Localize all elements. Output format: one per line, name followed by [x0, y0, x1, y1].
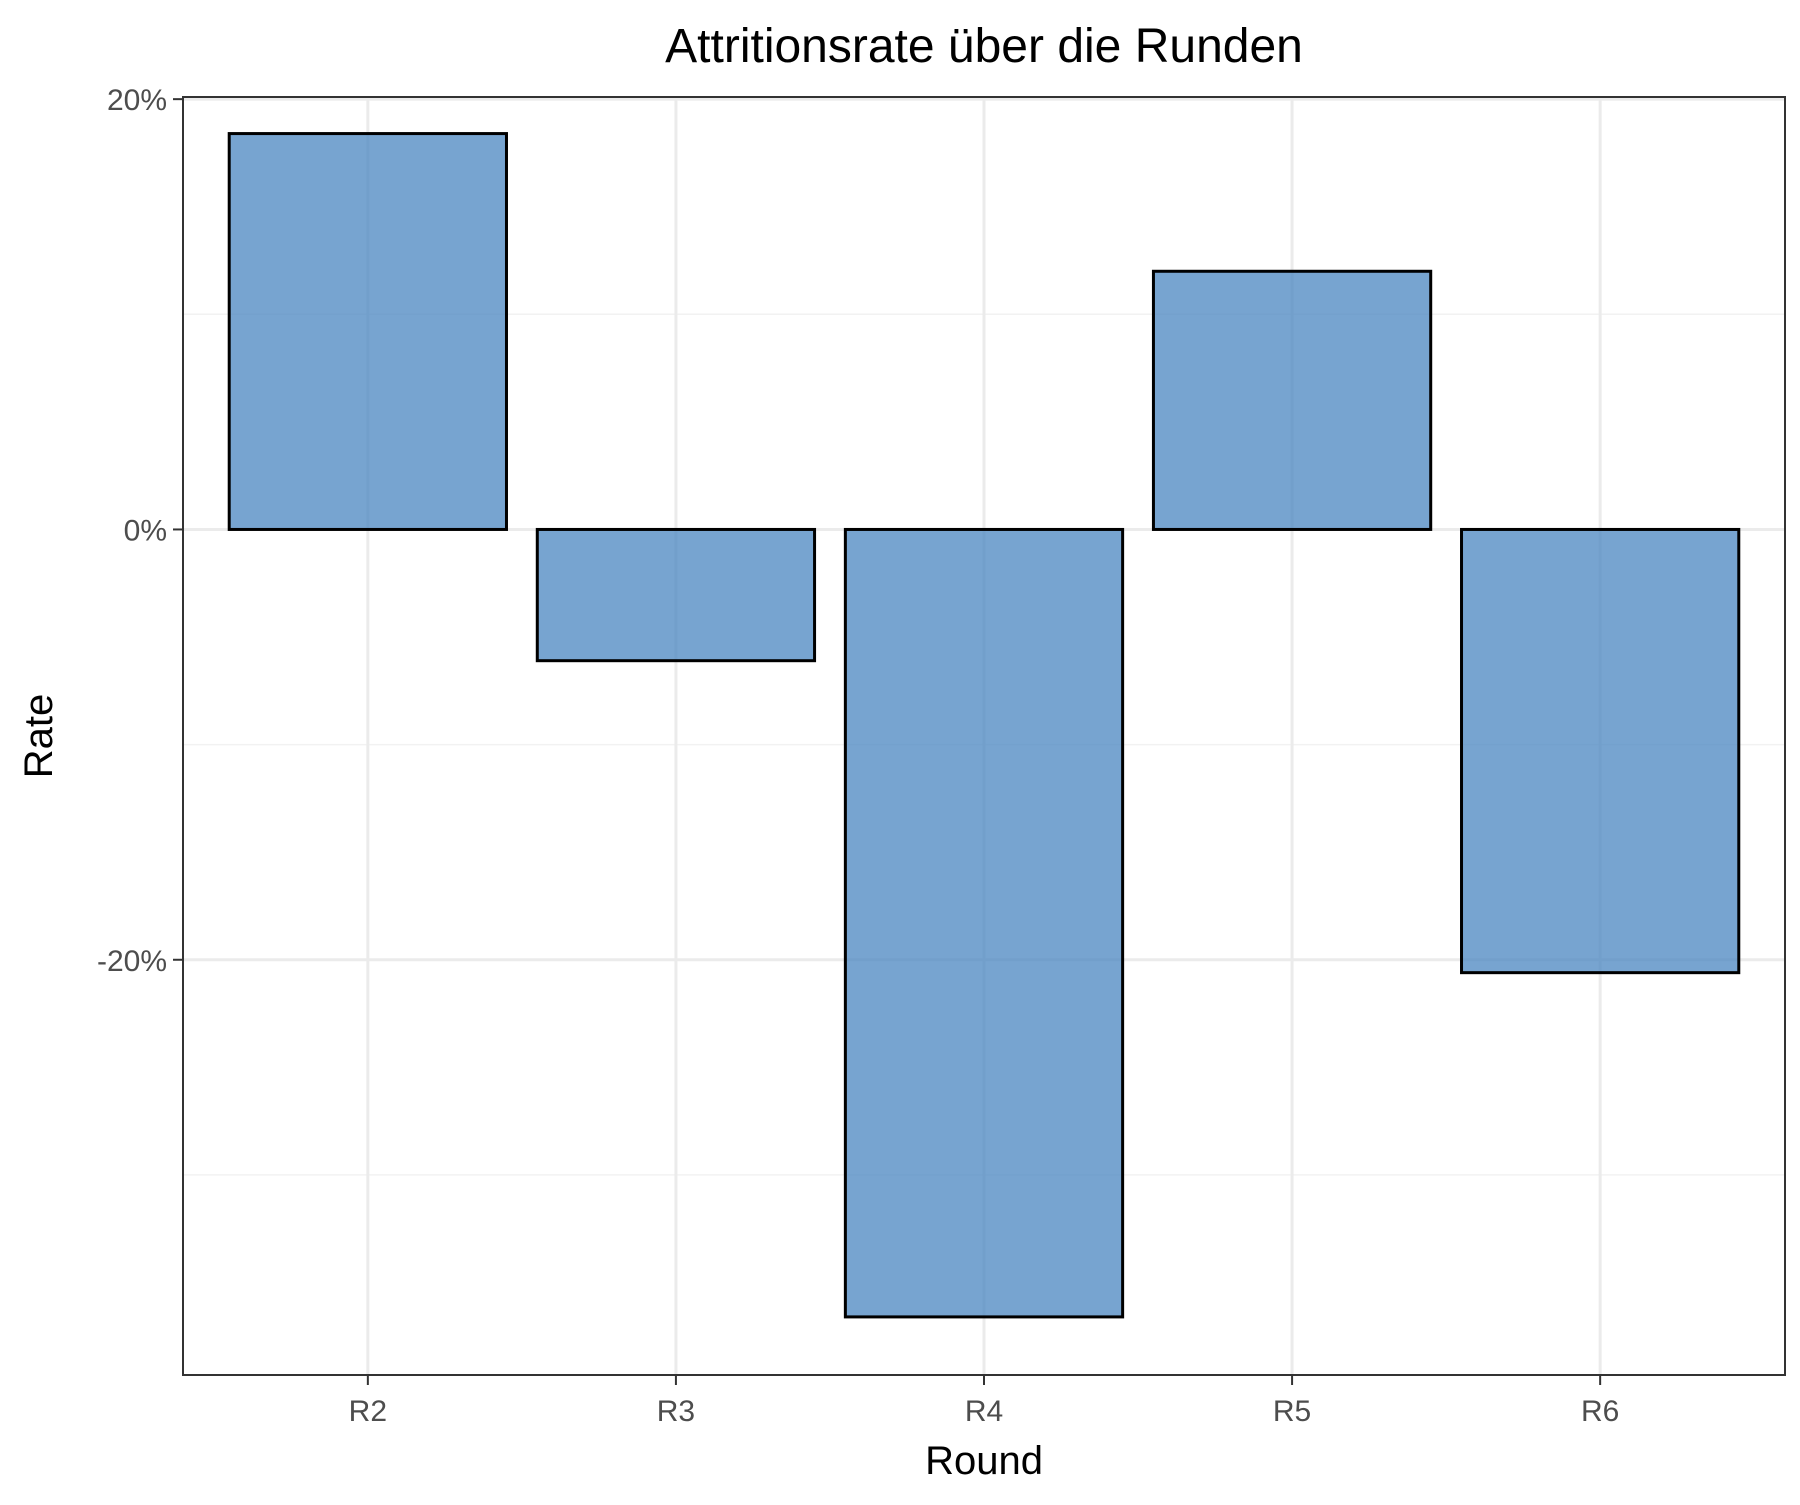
x-axis-title: Round: [925, 1439, 1043, 1483]
bars-layer: [227, 132, 1741, 1319]
bar-r3: [535, 527, 817, 663]
bar-r5: [1151, 269, 1433, 531]
bar-r2: [227, 132, 508, 531]
y-tick-label: 0%: [124, 514, 167, 547]
y-tick-label: -20%: [97, 945, 167, 978]
bar-r6: [1460, 527, 1741, 975]
y-axis-title: Rate: [17, 694, 61, 779]
x-tick-label: R2: [349, 1395, 387, 1428]
x-tick-label: R3: [657, 1395, 695, 1428]
axis-layer: -20% 0% 20% R2 R3 R4 R5 R6: [97, 84, 1619, 1428]
y-tick-label: 20%: [107, 84, 167, 117]
bar-r4: [843, 527, 1125, 1319]
x-tick-label: R6: [1581, 1395, 1619, 1428]
x-tick-label: R4: [965, 1395, 1003, 1428]
x-tick-label: R5: [1273, 1395, 1311, 1428]
chart-title: Attritionsrate über die Runden: [665, 20, 1303, 73]
